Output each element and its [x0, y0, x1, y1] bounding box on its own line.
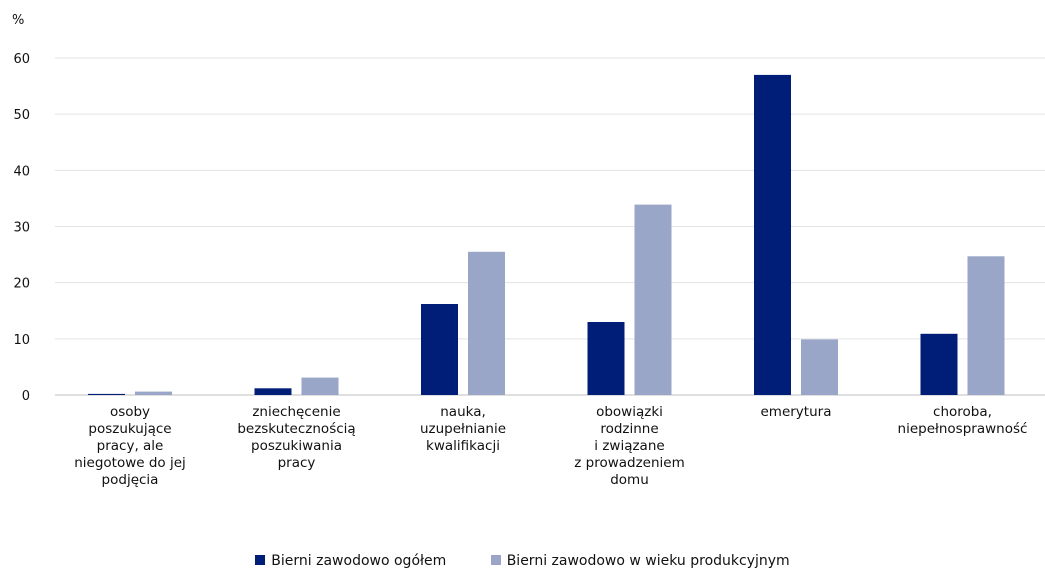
legend-swatch-series-1	[255, 555, 266, 565]
legend-label-series-2: Bierni zawodowo w wieku produkcyjnym	[506, 553, 790, 569]
y-tick-label: 0	[22, 389, 30, 404]
bar-series-1	[754, 74, 791, 396]
legend-item-series-1: Bierni zawodowo ogółem	[255, 553, 446, 569]
bar-series-1	[88, 393, 125, 395]
bar-series-2	[801, 339, 838, 395]
legend-item-series-2: Bierni zawodowo w wieku produkcyjnym	[490, 553, 790, 569]
y-tick-label: 60	[13, 52, 30, 67]
y-tick-label: 30	[13, 221, 30, 236]
bar-series-1	[254, 388, 292, 395]
gridlines	[55, 57, 1045, 396]
y-tick-label: 20	[13, 277, 30, 292]
legend-swatch-series-2	[490, 555, 501, 565]
legend-label-series-1: Bierni zawodowo ogółem	[271, 553, 447, 569]
x-category-label: emerytura	[760, 404, 832, 420]
bar-series-1	[421, 304, 458, 395]
bar-series-2	[634, 204, 672, 395]
bar-series-2	[468, 251, 505, 395]
bar-series-2	[301, 377, 339, 395]
bars	[88, 74, 1005, 396]
bar-series-2	[135, 391, 172, 395]
y-tick-label: 40	[13, 164, 30, 179]
y-tick-label: 50	[13, 108, 30, 123]
bar-series-1	[587, 322, 625, 395]
x-category-label: nauka, uzupełnianie kwalifikacji	[419, 404, 507, 454]
bar-series-2	[967, 256, 1005, 395]
x-category-label: osoby poszukujące pracy, ale niegotowe d…	[74, 404, 186, 488]
legend: Bierni zawodowo ogółem Bierni zawodowo w…	[0, 553, 1045, 569]
x-category-label: obowiązki rodzinne i związane z prowadze…	[574, 404, 685, 488]
y-axis-ticks: 0 10 20 30 40 50 60	[13, 52, 30, 404]
y-axis-unit: %	[12, 13, 24, 28]
bar-series-1	[920, 333, 958, 395]
x-category-label: zniechęcenie bezskutecznością poszukiwan…	[237, 404, 356, 471]
x-category-label: choroba, niepełnosprawność	[897, 404, 1028, 437]
y-tick-label: 10	[13, 333, 30, 348]
